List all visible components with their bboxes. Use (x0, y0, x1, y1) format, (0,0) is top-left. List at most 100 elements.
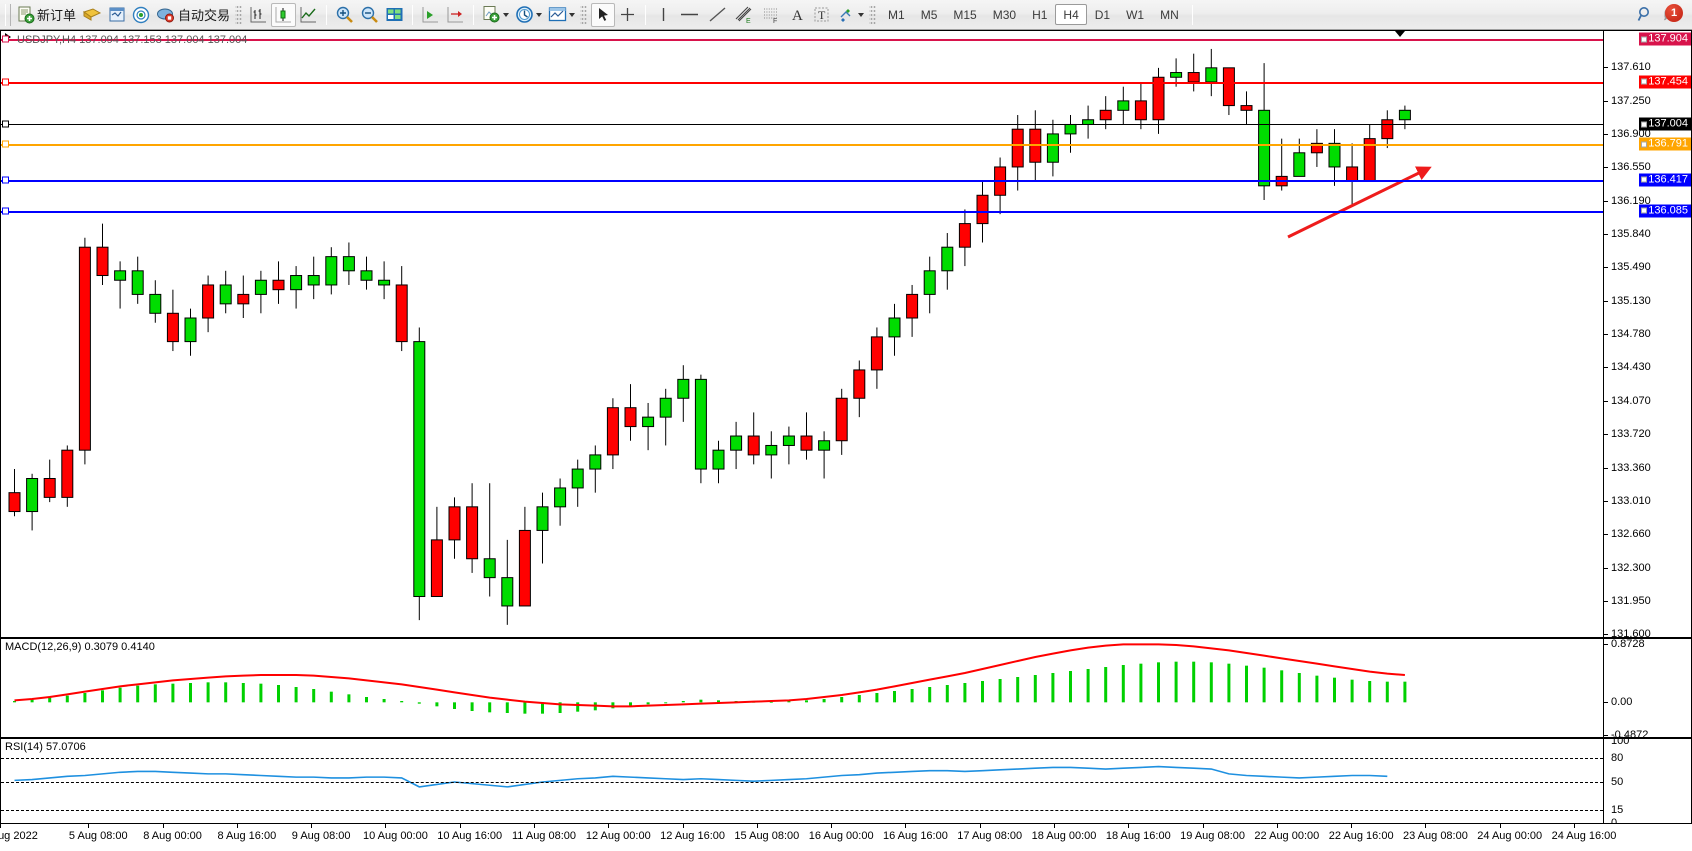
price-pane[interactable]: USDJPY,H4 137.094 137.153 137.004 137.00… (0, 30, 1692, 640)
fibonacci-icon: F (764, 8, 779, 24)
toolbar-grip-charts[interactable] (235, 3, 243, 26)
support2-level-line[interactable] (1, 210, 1603, 213)
macd-histogram-bar (593, 702, 597, 711)
candle (571, 459, 584, 507)
time-axis-label: 12 Aug 00:00 (585, 830, 651, 842)
macd-axis-tick (1604, 644, 1608, 646)
time-axis-label: 10 Aug 00:00 (363, 830, 428, 842)
price-tag-knob (1641, 78, 1648, 85)
chart-canvas[interactable]: USDJPY,H4 137.094 137.153 137.004 137.00… (0, 30, 1692, 851)
timeframe-h1[interactable]: H1 (1032, 7, 1048, 22)
cursor-button[interactable] (591, 2, 616, 27)
timeframe-d1[interactable]: D1 (1094, 7, 1111, 22)
candle (800, 412, 813, 460)
objects-button[interactable] (834, 3, 867, 27)
candle (1240, 91, 1253, 125)
rsi-plot[interactable]: RSI(14) 57.0706 (1, 739, 1603, 823)
timeframe-m30[interactable]: M30 (992, 7, 1017, 22)
level-handle[interactable] (2, 207, 9, 215)
candle (818, 431, 831, 479)
hline-button[interactable] (675, 3, 704, 27)
resistance-level-line[interactable] (1, 81, 1603, 84)
macd-histogram-bar (910, 689, 914, 703)
level-handle[interactable] (2, 35, 9, 43)
price-axis[interactable]: 137.610 137.250 136.900 136.550 136.190 135.8… (1603, 31, 1691, 640)
data-window-button[interactable] (105, 3, 129, 27)
auto-trading-button[interactable]: 自动交易 (153, 3, 233, 27)
price-axis-label: 132.660 (1611, 528, 1651, 541)
candle (43, 459, 56, 503)
toolbar-grip-periods[interactable] (869, 3, 877, 26)
candle (941, 233, 954, 290)
candle (96, 223, 109, 285)
templates-button[interactable] (545, 3, 578, 27)
level-handle[interactable] (2, 140, 9, 148)
time-axis-label: 12 Aug 16:00 (660, 830, 725, 842)
rsi-pane[interactable]: RSI(14) 57.0706 100 80 50 15 0 (0, 735, 1692, 829)
shift-end-icon (422, 7, 439, 23)
equidistant-channel-button[interactable]: E (731, 3, 758, 27)
text-label-button[interactable]: T (809, 3, 834, 27)
timeframe-w1[interactable]: W1 (1126, 7, 1145, 22)
trendline-button[interactable] (704, 3, 731, 27)
text-button[interactable]: A (785, 3, 809, 27)
timeframe-h4[interactable]: H4 (1055, 4, 1087, 25)
candle (272, 261, 285, 304)
toolbar-grip[interactable] (5, 3, 11, 26)
crosshair-button[interactable] (615, 3, 640, 27)
candle (149, 280, 162, 323)
new-order-button[interactable]: 新订单 (14, 3, 79, 27)
zoom-out-button[interactable] (357, 3, 382, 27)
price-axis-tick (1604, 267, 1608, 269)
indicators-caret-icon[interactable] (503, 12, 510, 17)
pivot-level-line[interactable] (1, 144, 1603, 147)
templates-caret-icon[interactable] (569, 12, 576, 17)
signals-button[interactable] (129, 3, 153, 27)
macd-histogram-bar (998, 679, 1002, 703)
price-plot[interactable]: USDJPY,H4 137.094 137.153 137.004 137.00… (1, 31, 1603, 637)
candle (642, 402, 655, 451)
equidistant-icon: E (735, 6, 752, 24)
macd-pane[interactable]: MACD(12,26,9) 0.3079 0.4140 0.8728 0.00 -0… (0, 638, 1692, 741)
bar-chart-button[interactable] (246, 3, 271, 27)
macd-histogram-bar (945, 685, 949, 703)
toolbar-grip-tools[interactable] (580, 3, 588, 26)
vline-button[interactable] (651, 3, 675, 27)
timeframe-m1[interactable]: M1 (888, 7, 905, 22)
period-caret-icon[interactable] (536, 12, 543, 17)
zoom-in-button[interactable] (332, 3, 357, 27)
line-chart-button[interactable] (296, 3, 321, 27)
level-handle[interactable] (2, 78, 9, 86)
last-level-line[interactable] (1, 124, 1603, 126)
macd-histogram-bar (822, 699, 826, 703)
price-axis-label: 133.720 (1611, 428, 1651, 441)
level-handle[interactable] (2, 176, 9, 183)
cursor-icon (598, 8, 608, 21)
support1-level-line[interactable] (1, 179, 1603, 182)
grid-button[interactable] (382, 3, 407, 27)
macd-plot[interactable]: MACD(12,26,9) 0.3079 0.4140 (1, 639, 1603, 737)
period-button[interactable] (512, 3, 545, 27)
candlestick-chart-button[interactable] (271, 2, 297, 27)
ask-level-line[interactable] (1, 39, 1603, 42)
time-axis-label: 24 Aug 00:00 (1477, 830, 1543, 842)
shift-end-button[interactable] (418, 3, 443, 27)
autoscroll-button[interactable] (443, 3, 468, 27)
macd-axis-label: 0.8728 (1611, 638, 1645, 651)
notifications-button[interactable]: 1 (1658, 3, 1684, 27)
candle (536, 492, 549, 564)
candle (624, 384, 637, 441)
candle (1328, 129, 1341, 186)
fibonacci-button[interactable]: F (758, 3, 785, 27)
timeframe-m15[interactable]: M15 (953, 7, 977, 22)
candlestick-chart-icon (275, 7, 292, 23)
objects-caret-icon[interactable] (858, 12, 865, 17)
timeframe-mn[interactable]: MN (1160, 7, 1179, 22)
candle (1275, 138, 1288, 191)
level-handle[interactable] (2, 120, 9, 128)
timeframe-m5[interactable]: M5 (920, 7, 938, 22)
price-axis-label: 135.490 (1611, 261, 1651, 274)
search-button[interactable] (1633, 3, 1658, 27)
chart-open-button[interactable] (79, 3, 105, 27)
indicators-button[interactable] (479, 3, 512, 27)
